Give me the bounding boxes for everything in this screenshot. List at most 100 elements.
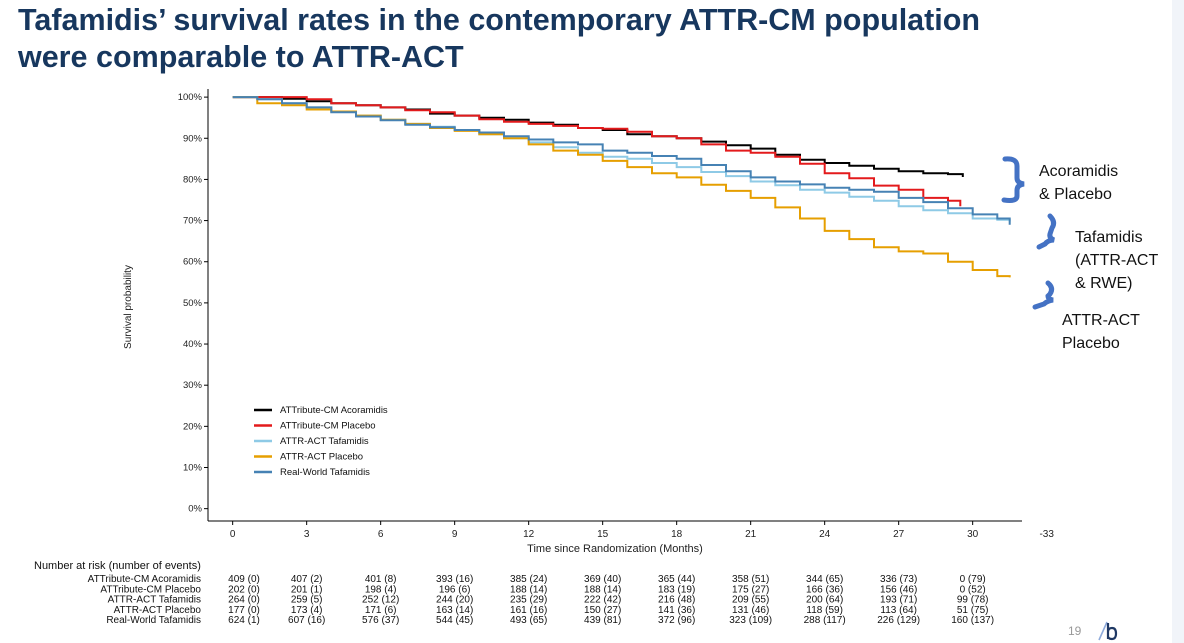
x-tick-label-extra: -33 [1039, 529, 1054, 540]
risk-cell: 160 (137) [951, 615, 994, 626]
risk-cell: 175 (27) [732, 584, 769, 595]
series-line [232, 96, 1011, 222]
risk-cell: 99 (78) [957, 595, 989, 606]
legend-label: ATTribute-CM Acoramidis [280, 405, 388, 416]
x-tick-label: 0 [230, 529, 236, 540]
risk-cell: 385 (24) [510, 574, 547, 585]
risk-cell: 439 (81) [584, 615, 621, 626]
x-tick-label: 24 [819, 529, 831, 540]
series-line [232, 96, 962, 207]
risk-cell: 372 (96) [658, 615, 695, 626]
risk-cell: 252 (12) [362, 595, 399, 606]
risk-cell: 198 (4) [365, 584, 397, 595]
page-number: 19 [1068, 624, 1082, 638]
risk-cell: 150 (27) [584, 605, 621, 616]
risk-cell: 209 (55) [732, 595, 769, 606]
risk-cell: 188 (14) [584, 584, 621, 595]
legend-label: ATTribute-CM Placebo [280, 421, 376, 432]
risk-cell: 201 (1) [291, 584, 323, 595]
risk-row-label: ATTribute-CM Acoramidis [88, 574, 201, 585]
x-tick-label: 30 [967, 529, 979, 540]
risk-cell: 365 (44) [658, 574, 695, 585]
risk-cell: 226 (129) [877, 615, 920, 626]
risk-cell: 193 (71) [880, 595, 917, 606]
risk-row-label: ATTribute-CM Placebo [100, 584, 201, 595]
series-line [232, 96, 1011, 225]
risk-cell: 369 (40) [584, 574, 621, 585]
y-tick-label: 10% [183, 463, 203, 474]
x-tick-label: 3 [304, 529, 310, 540]
annotation-tafamidis: Tafamidis (ATTR-ACT & RWE) [1075, 226, 1158, 295]
annotation-placebo-line-1: ATTR-ACT [1062, 312, 1140, 329]
y-tick-label: 60% [183, 257, 203, 268]
x-tick-label: 9 [452, 529, 458, 540]
risk-cell: 358 (51) [732, 574, 769, 585]
risk-cell: 624 (1) [228, 615, 260, 626]
y-tick-label: 0% [188, 504, 202, 515]
risk-row-label: ATTR-ACT Placebo [114, 605, 202, 616]
risk-cell: 177 (0) [228, 605, 260, 616]
risk-cell: 163 (14) [436, 605, 473, 616]
risk-row-label: Real-World Tafamidis [106, 615, 201, 626]
x-tick-label: 6 [378, 529, 384, 540]
x-tick-label: 21 [745, 529, 757, 540]
risk-cell: 113 (64) [880, 605, 917, 616]
risk-cell: 393 (16) [436, 574, 473, 585]
annotation-tafamidis-line-2: (ATTR-ACT [1075, 252, 1159, 269]
risk-cell: 202 (0) [228, 584, 260, 595]
annotation-acoramidis: Acoramidis & Placebo [1039, 160, 1118, 206]
risk-cell: 401 (8) [365, 574, 397, 585]
risk-cell: 0 (79) [960, 574, 986, 585]
risk-cell: 259 (5) [291, 595, 323, 606]
risk-cell: 336 (73) [880, 574, 917, 585]
annotation-acoramidis-line-2: & Placebo [1039, 186, 1112, 203]
annotation-acoramidis-line-1: Acoramidis [1039, 163, 1119, 180]
risk-cell: 216 (48) [658, 595, 695, 606]
slide-edge-bar [1172, 0, 1184, 643]
risk-cell: 166 (36) [806, 584, 843, 595]
x-tick-label: 18 [671, 529, 683, 540]
risk-cell: 183 (19) [658, 584, 695, 595]
risk-row-label: ATTR-ACT Tafamidis [108, 595, 201, 606]
x-tick-label: 27 [893, 529, 905, 540]
y-tick-label: 100% [178, 92, 203, 103]
series-line [232, 96, 1011, 278]
bracket-placebo-icon [1032, 280, 1055, 310]
risk-cell: 131 (46) [732, 605, 769, 616]
risk-cell: 288 (117) [804, 615, 846, 626]
legend-label: ATTR-ACT Placebo [280, 452, 363, 463]
risk-cell: 0 (52) [960, 584, 986, 595]
brand-logo-icon [1098, 621, 1118, 641]
bracket-tafamidis-icon [1036, 213, 1057, 250]
y-tick-label: 30% [183, 380, 203, 391]
slide-title: Tafamidis’ survival rates in the contemp… [18, 2, 1138, 76]
risk-cell: 222 (42) [584, 595, 621, 606]
risk-cell: 141 (36) [658, 605, 695, 616]
risk-cell: 171 (6) [365, 605, 397, 616]
risk-cell: 196 (6) [439, 584, 471, 595]
slide-title-line-1: Tafamidis’ survival rates in the contemp… [18, 3, 981, 37]
x-tick-label: 15 [597, 529, 609, 540]
risk-cell: 161 (16) [510, 605, 547, 616]
risk-table-title: Number at risk (number of events) [34, 560, 201, 572]
risk-cell: 200 (64) [806, 595, 843, 606]
risk-cell: 344 (65) [806, 574, 843, 585]
risk-cell: 323 (109) [729, 615, 772, 626]
y-tick-label: 20% [183, 421, 203, 432]
y-tick-label: 40% [183, 339, 203, 350]
risk-cell: 576 (37) [362, 615, 399, 626]
annotation-tafamidis-line-3: & RWE) [1075, 275, 1133, 292]
risk-cell: 51 (75) [957, 605, 989, 616]
annotation-placebo-line-2: Placebo [1062, 335, 1120, 352]
risk-cell: 409 (0) [228, 574, 260, 585]
risk-cell: 173 (4) [291, 605, 323, 616]
y-tick-label: 70% [183, 216, 203, 227]
y-tick-label: 90% [183, 133, 203, 144]
risk-cell: 156 (46) [880, 584, 917, 595]
y-axis-label: Survival probability [123, 265, 134, 349]
legend-label: ATTR-ACT Tafamidis [280, 436, 369, 447]
risk-cell: 544 (45) [436, 615, 473, 626]
bracket-acoramidis-icon [1001, 156, 1025, 203]
risk-cell: 493 (65) [510, 615, 547, 626]
